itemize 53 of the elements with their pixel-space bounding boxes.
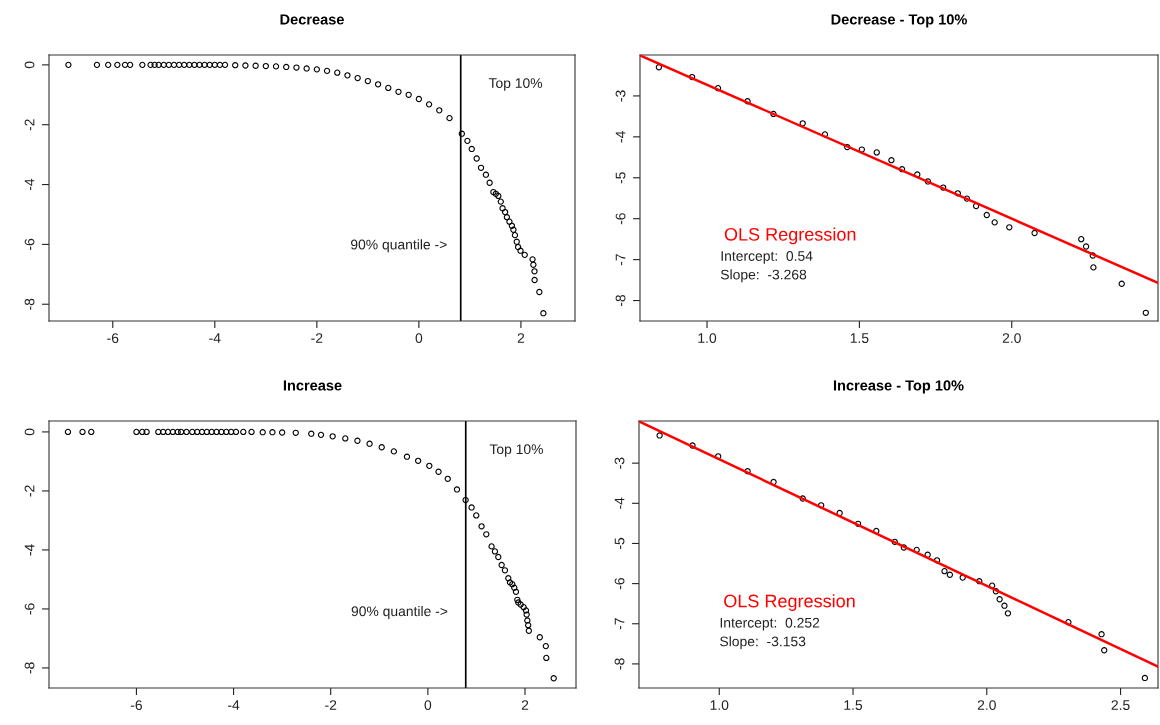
y-tick-label: -2 [24, 119, 35, 131]
x-tick-label: 0 [424, 700, 432, 711]
y-tick-label: -4 [615, 131, 626, 143]
x-tick-label: 2.5 [1111, 700, 1130, 711]
x-tick-label: -4 [228, 700, 240, 710]
x-tick-label: -6 [130, 700, 142, 711]
y-tick-label: -3 [614, 457, 625, 469]
x-tick-label: 0 [415, 333, 423, 344]
y-tick-label: -5 [615, 172, 626, 184]
annotation: Intercept: 0.252 [720, 617, 820, 631]
y-tick-label: -6 [24, 238, 35, 250]
y-tick-label: -4 [24, 178, 35, 191]
y-tick-label: -8 [614, 658, 625, 670]
x-tick-label: 1.5 [844, 700, 863, 711]
chart-title: Decrease - Top 10% [831, 14, 967, 28]
chart-title: Decrease [280, 14, 344, 25]
annotation: 90% quantile -> [351, 605, 448, 619]
annotation: Top 10% [488, 78, 543, 91]
y-tick-label: -8 [24, 298, 35, 310]
chart-title: Increase [283, 380, 342, 391]
x-tick-label: -2 [311, 333, 323, 343]
x-tick-label: 2 [521, 700, 529, 710]
x-tick-label: -2 [325, 700, 337, 710]
x-tick-label: 1.5 [850, 333, 869, 344]
y-tick-label: -7 [614, 618, 625, 630]
x-tick-label: 2.0 [1002, 333, 1021, 344]
y-tick-label: 0 [24, 61, 35, 69]
y-tick-label: -5 [614, 537, 625, 550]
annotation: Slope: -3.153 [720, 636, 806, 650]
y-tick-label: -6 [614, 578, 625, 590]
y-tick-label: -4 [614, 497, 625, 509]
y-tick-label: -6 [615, 213, 626, 225]
x-tick-label: 2.0 [977, 700, 996, 711]
y-tick-label: -8 [24, 662, 35, 674]
x-tick-label: -4 [209, 333, 221, 343]
annotation: Slope: -3.268 [720, 269, 807, 283]
annotation: OLS Regression [724, 594, 855, 611]
annotation: OLS Regression [724, 227, 856, 245]
annotation: 90% quantile -> [350, 239, 447, 253]
x-tick-label: -6 [107, 333, 119, 344]
y-tick-label: 0 [24, 428, 35, 436]
y-tick-label: -8 [615, 294, 626, 307]
annotation: Top 10% [489, 444, 543, 457]
x-tick-label: 2 [517, 333, 525, 343]
y-tick-label: -3 [615, 90, 626, 102]
annotation: Intercept: 0.54 [721, 251, 813, 264]
y-tick-label: -6 [24, 603, 35, 615]
chart-title: Increase - Top 10% [833, 380, 964, 394]
x-tick-label: 1.0 [710, 700, 729, 711]
y-tick-label: -7 [615, 254, 626, 266]
y-tick-label: -2 [24, 485, 35, 497]
y-tick-label: -4 [24, 544, 35, 556]
x-tick-label: 1.0 [698, 333, 717, 344]
